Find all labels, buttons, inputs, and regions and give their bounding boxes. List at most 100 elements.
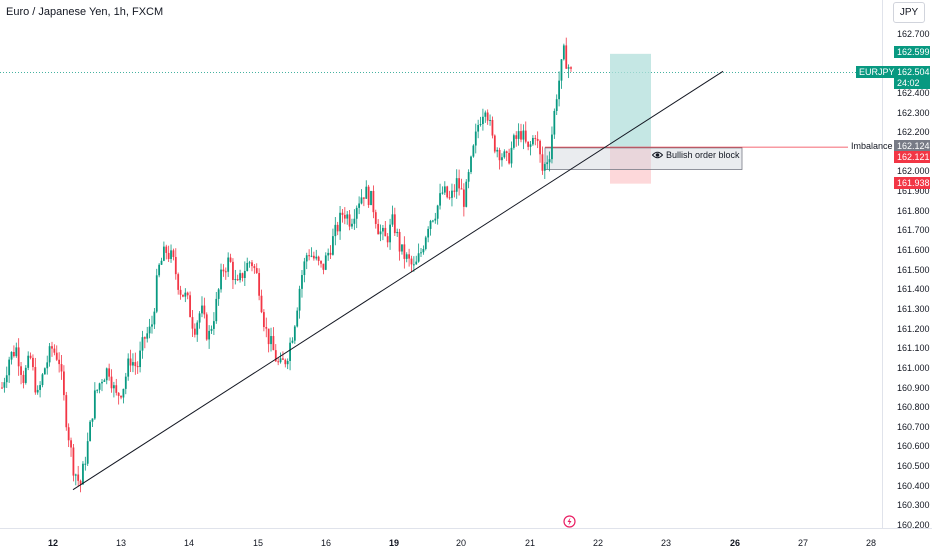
bullish-candle: [489, 119, 491, 121]
bearish-candle: [446, 186, 449, 198]
bullish-candle: [141, 337, 144, 351]
bearish-candle: [384, 227, 387, 237]
bullish-candle: [303, 261, 306, 276]
bullish-candle: [198, 313, 201, 323]
bearish-candle: [284, 359, 287, 365]
current-price-label: 162.504: [894, 66, 930, 78]
bearish-candle: [508, 152, 511, 164]
bearish-candle: [524, 130, 527, 142]
bullish-candle: [96, 389, 99, 391]
price-tick: 162.200: [897, 127, 930, 138]
bullish-candle: [220, 269, 222, 290]
bullish-candle: [160, 260, 163, 265]
bearish-candle: [536, 138, 539, 141]
bullish-candle: [234, 279, 237, 281]
bullish-candle: [346, 214, 349, 219]
bearish-candle: [336, 224, 339, 232]
bullish-candle: [184, 292, 187, 297]
bearish-candle: [241, 273, 244, 278]
bullish-candle: [293, 326, 296, 341]
time-tick: 27: [797, 538, 809, 548]
bullish-candle: [43, 368, 46, 375]
bearish-candle: [570, 67, 572, 69]
bullish-candle: [82, 463, 84, 485]
bullish-candle: [562, 45, 565, 60]
bearish-candle: [453, 190, 456, 192]
bullish-candle: [227, 257, 230, 272]
bullish-candle: [432, 220, 434, 222]
bullish-candle: [101, 381, 103, 384]
bearish-candle: [317, 256, 320, 261]
bullish-candle: [217, 289, 220, 299]
time-tick: 13: [115, 538, 127, 548]
imbalance-label[interactable]: Imbalance: [851, 141, 893, 151]
bullish-candle: [560, 59, 563, 81]
price-tick: 161.600: [897, 245, 930, 256]
bearish-candle: [115, 385, 118, 393]
bearish-candle: [458, 178, 461, 189]
bullish-candle: [389, 224, 391, 243]
bullish-candle: [567, 67, 570, 69]
time-tick: 19: [388, 538, 400, 548]
bullish-candle: [39, 385, 41, 390]
bullish-candle: [208, 330, 211, 340]
bearish-candle: [222, 269, 225, 272]
order-block-label[interactable]: Bullish order block: [652, 150, 740, 160]
bullish-candle: [558, 80, 560, 100]
bearish-candle: [186, 292, 189, 296]
bullish-candle: [553, 110, 556, 135]
bearish-candle: [60, 364, 63, 372]
bullish-candle: [279, 358, 282, 363]
bullish-candle: [503, 151, 506, 158]
time-axis[interactable]: [0, 528, 932, 550]
bearish-candle: [110, 376, 113, 389]
symbol-price-label: EURJPY: [856, 66, 898, 78]
price-tick: 160.200: [897, 520, 930, 530]
bullish-candle: [103, 380, 106, 382]
bearish-candle: [260, 295, 263, 313]
bullish-candle: [301, 275, 303, 289]
bullish-candle: [139, 350, 141, 368]
bullish-candle: [360, 197, 363, 204]
bullish-candle: [396, 231, 399, 234]
price-tick: 160.800: [897, 402, 930, 413]
bullish-candle: [5, 375, 8, 383]
bearish-candle: [29, 355, 32, 358]
bearish-candle: [224, 271, 227, 273]
flash-icon[interactable]: [563, 515, 576, 528]
time-tick: 23: [660, 538, 672, 548]
bearish-candle: [367, 186, 370, 206]
bullish-candle: [324, 255, 327, 270]
bearish-candle: [62, 371, 65, 396]
bearish-candle: [53, 348, 56, 353]
bearish-candle: [136, 366, 139, 368]
bearish-candle: [189, 295, 191, 318]
price-tick: 161.300: [897, 303, 930, 314]
eye-icon: [652, 151, 663, 159]
bullish-candle: [315, 256, 318, 259]
bullish-candle: [212, 321, 215, 329]
time-tick: 28: [865, 538, 877, 548]
bullish-candle: [522, 130, 525, 140]
currency-button[interactable]: JPY: [893, 2, 925, 23]
bullish-candle: [467, 172, 470, 182]
price-axis[interactable]: [882, 0, 932, 528]
bullish-candle: [289, 342, 291, 361]
bearish-candle: [236, 279, 239, 281]
price-tick: 161.800: [897, 205, 930, 216]
profit-zone: [610, 53, 651, 148]
bearish-candle: [460, 188, 463, 190]
bearish-candle: [410, 258, 413, 265]
bullish-candle: [365, 186, 368, 199]
bearish-candle: [205, 314, 208, 340]
bearish-candle: [493, 135, 496, 152]
bearish-candle: [515, 135, 518, 139]
price-tick: 162.300: [897, 107, 930, 118]
bearish-candle: [108, 368, 111, 377]
bearish-candle: [372, 190, 375, 213]
bullish-candle: [151, 324, 153, 327]
bullish-candle: [215, 298, 218, 322]
bullish-candle: [196, 322, 199, 335]
time-tick: 16: [320, 538, 332, 548]
